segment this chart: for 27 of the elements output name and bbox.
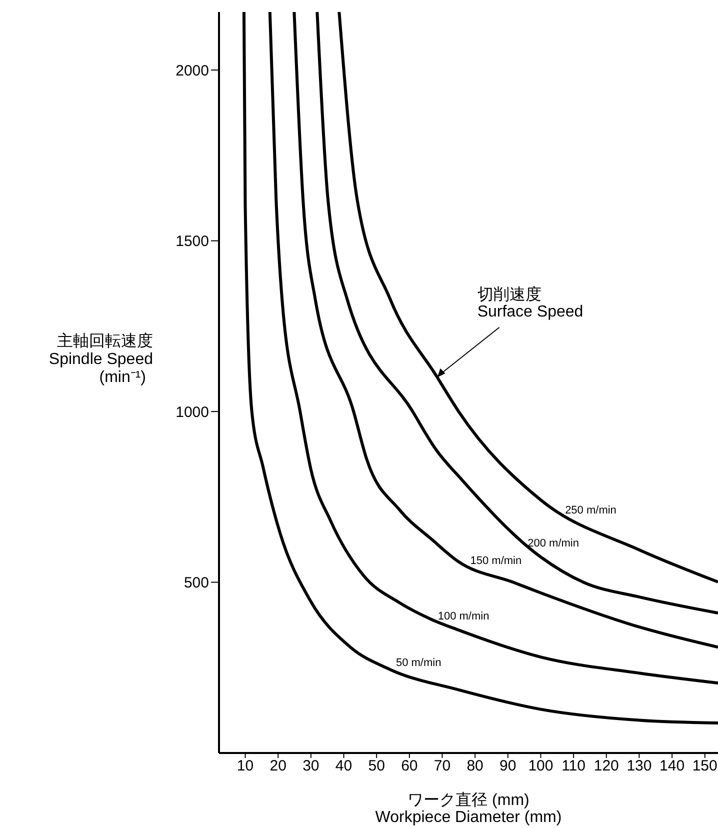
annotation: 切削速度 Surface Speed bbox=[477, 285, 584, 320]
x-tick-label: 150 bbox=[692, 758, 718, 775]
y-tick-label: 500 bbox=[184, 574, 209, 592]
x-tick-label: 140 bbox=[660, 758, 685, 775]
x-tick-label: 10 bbox=[236, 758, 254, 775]
series-label: 100 m/min bbox=[438, 610, 490, 623]
x-tick-label: 70 bbox=[434, 758, 451, 775]
y-tick-label: 1500 bbox=[176, 233, 209, 250]
x-tick-label: 80 bbox=[466, 758, 484, 775]
x-tick-label: 50 bbox=[368, 758, 385, 775]
series-label: 200 m/min bbox=[528, 537, 580, 550]
x-tick-label: 110 bbox=[562, 758, 586, 775]
y-tick-label: 2000 bbox=[176, 62, 209, 80]
y-axis-title: 主軸回転速度 Spindle Speed (min⁻¹) bbox=[48, 332, 153, 386]
x-tick-label: 100 bbox=[528, 758, 554, 775]
x-tick-label: 120 bbox=[594, 758, 619, 775]
x-tick-label: 20 bbox=[270, 758, 286, 775]
x-tick-label: 60 bbox=[401, 758, 418, 775]
series-label: 150 m/min bbox=[470, 554, 522, 567]
series-label: 250 m/min bbox=[565, 504, 616, 516]
x-tick-label: 90 bbox=[500, 758, 516, 775]
x-axis-title: ワーク直径 (mm) Workpiece Diameter (mm) bbox=[375, 791, 562, 826]
x-tick-label: 130 bbox=[626, 758, 652, 775]
x-tick-label: 30 bbox=[302, 758, 320, 775]
x-tick-label: 40 bbox=[335, 758, 352, 775]
y-tick-label: 1000 bbox=[176, 404, 209, 421]
series-label: 50 m/min bbox=[396, 656, 442, 669]
